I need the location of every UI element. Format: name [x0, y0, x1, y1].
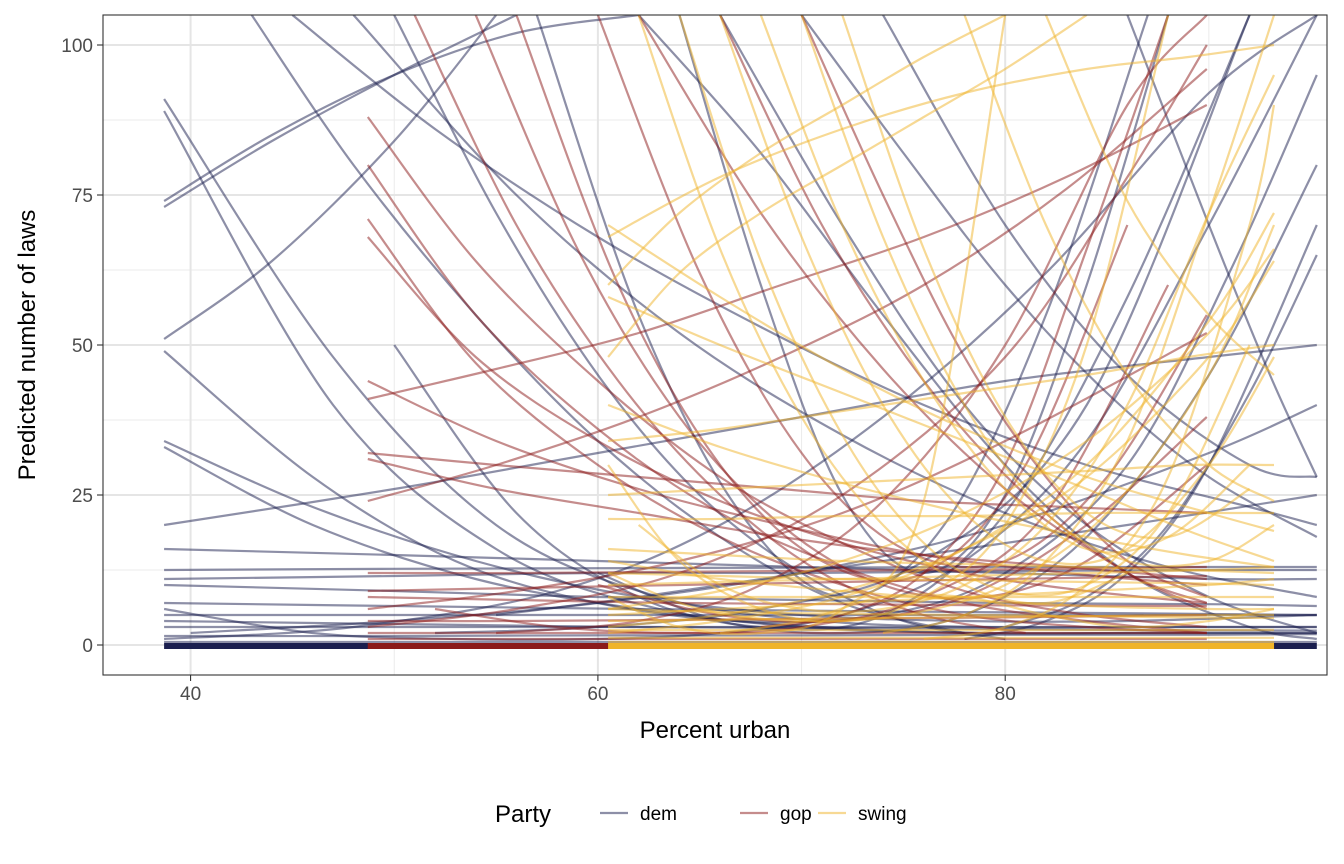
legend-label-swing: swing [858, 804, 907, 825]
y-tick-label: 100 [61, 36, 93, 57]
series-line-dem [164, 547, 1317, 581]
series-line-gop [434, 284, 1170, 635]
series-line-dem [164, 633, 1317, 638]
series-line-gop [597, 416, 1208, 624]
series-line-swing [608, 463, 1275, 497]
series-line-swing [608, 571, 1275, 587]
y-axis-title: Predicted number of laws [14, 210, 41, 481]
series-line-swing [923, 104, 1276, 641]
series-swing [607, 15, 1276, 644]
plot-panel [102, 14, 1328, 676]
series-line-gop [367, 565, 1207, 575]
series-line-gop [474, 15, 1208, 600]
series-line-swing [607, 15, 1088, 358]
legend-title: Party [495, 801, 551, 828]
x-tick-label: 60 [587, 684, 608, 705]
series-line-gop [596, 15, 1208, 569]
legend-label-dem: dem [640, 804, 677, 825]
series-line-gop [367, 44, 1208, 629]
series-line-swing [607, 559, 1275, 611]
legend-entry-swing: swing [818, 804, 907, 825]
series-line-swing [841, 15, 1251, 540]
series-line-dem [163, 439, 1317, 623]
series-line-dem [800, 15, 1318, 538]
rug-bands [164, 643, 1317, 649]
y-tick-label: 75 [72, 186, 93, 207]
legend-entry-gop: gop [740, 804, 812, 825]
series-line-dem [291, 15, 1318, 527]
series-line-gop [367, 68, 1208, 503]
x-tick-label: 80 [995, 684, 1016, 705]
y-tick-label: 50 [72, 336, 93, 357]
series-line-gop [515, 15, 1129, 583]
series-line-swing [607, 212, 1275, 635]
series-lines [163, 15, 1318, 644]
series-line-dem [163, 15, 497, 340]
x-axis-title: Percent urban [640, 717, 791, 744]
legend-entry-dem: dem [600, 804, 677, 825]
series-line-swing [719, 15, 1275, 566]
series-line-gop [367, 574, 1207, 593]
series-line-swing [882, 15, 1276, 635]
series-line-gop [366, 218, 1207, 635]
series-line-dem [1126, 15, 1318, 478]
series-line-swing [608, 565, 1275, 587]
legend-label-gop: gop [780, 804, 812, 825]
series-line-swing [800, 15, 1275, 568]
series-line-gop [367, 332, 1208, 611]
legend: Party dem gop swing [495, 801, 907, 828]
y-tick-label: 25 [72, 486, 93, 507]
series-line-swing [607, 224, 1275, 533]
series-line-dem [393, 15, 1251, 631]
series-line-swing [637, 74, 1275, 614]
series-line-swing [607, 43, 1275, 238]
rug-band-swing [608, 643, 1275, 649]
series-line-swing [608, 613, 1275, 623]
series-line-dem [964, 224, 1318, 641]
series-line-swing [607, 295, 1275, 563]
y-tick-label: 0 [82, 636, 93, 657]
x-tick-label: 40 [180, 684, 201, 705]
y-axis: 0 25 50 75 100 [61, 36, 103, 657]
series-line-gop [367, 104, 1208, 401]
series-line-swing [608, 511, 1274, 521]
series-line-dem [163, 15, 517, 208]
legend-entries: dem gop swing [600, 804, 907, 825]
x-axis: 40 60 80 [180, 675, 1016, 705]
series-line-swing [719, 593, 1275, 635]
series-line-swing [607, 248, 1275, 611]
series-line-swing [607, 15, 1006, 286]
series-line-swing [963, 15, 1275, 502]
series-line-swing [1044, 15, 1275, 376]
series-line-gop [366, 116, 1207, 629]
